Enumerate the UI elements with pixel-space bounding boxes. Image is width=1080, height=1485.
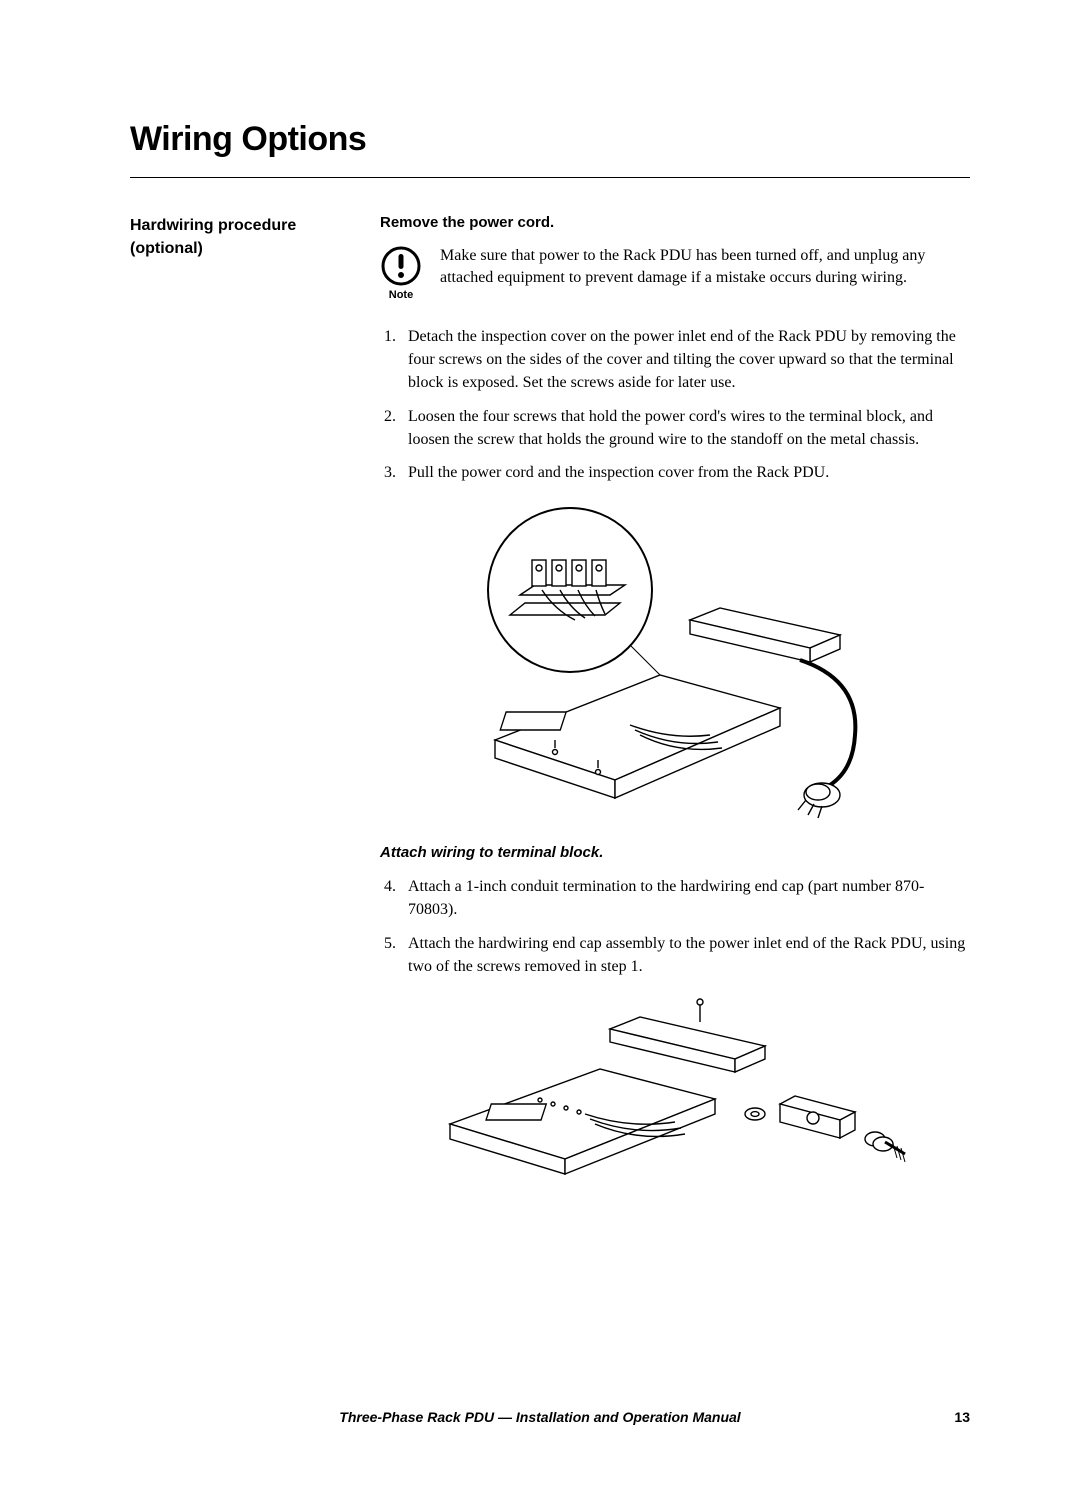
subheading-attach: Attach wiring to terminal block.	[380, 844, 970, 861]
step-list-remove: Detach the inspection cover on the power…	[380, 325, 970, 484]
page-number: 13	[954, 1409, 970, 1425]
list-item: Loosen the four screws that hold the pow…	[380, 405, 970, 451]
note-icon-wrap: Note	[380, 245, 422, 301]
note-block: Note Make sure that power to the Rack PD…	[380, 245, 970, 301]
subheading-remove: Remove the power cord.	[380, 214, 970, 231]
step-text: Attach a 1-inch conduit termination to t…	[408, 878, 924, 918]
list-item: Pull the power cord and the inspection c…	[380, 461, 970, 484]
step-number: 4.	[384, 875, 396, 898]
right-column: Remove the power cord. Note Make sure th…	[380, 214, 970, 1208]
footer-text: Three-Phase Rack PDU — Installation and …	[0, 1409, 1080, 1425]
list-item: 5. Attach the hardwiring end cap assembly…	[380, 932, 970, 978]
title-rule	[130, 177, 970, 178]
content-row: Hardwiring procedure (optional) Remove t…	[130, 214, 970, 1208]
note-icon	[380, 245, 422, 287]
list-item: Detach the inspection cover on the power…	[380, 325, 970, 395]
diagram-attach-cap	[435, 994, 915, 1184]
list-item: 4. Attach a 1-inch conduit termination to…	[380, 875, 970, 921]
note-label: Note	[389, 289, 413, 301]
step-number: 5.	[384, 932, 396, 955]
step-text: Attach the hardwiring end cap assembly t…	[408, 935, 965, 975]
section-heading: Hardwiring procedure (optional)	[130, 214, 340, 260]
step-list-attach: 4. Attach a 1-inch conduit termination to…	[380, 875, 970, 978]
diagram-remove-cord	[460, 500, 890, 820]
note-text: Make sure that power to the Rack PDU has…	[440, 245, 970, 290]
left-column: Hardwiring procedure (optional)	[130, 214, 340, 1208]
page-title: Wiring Options	[130, 120, 970, 159]
